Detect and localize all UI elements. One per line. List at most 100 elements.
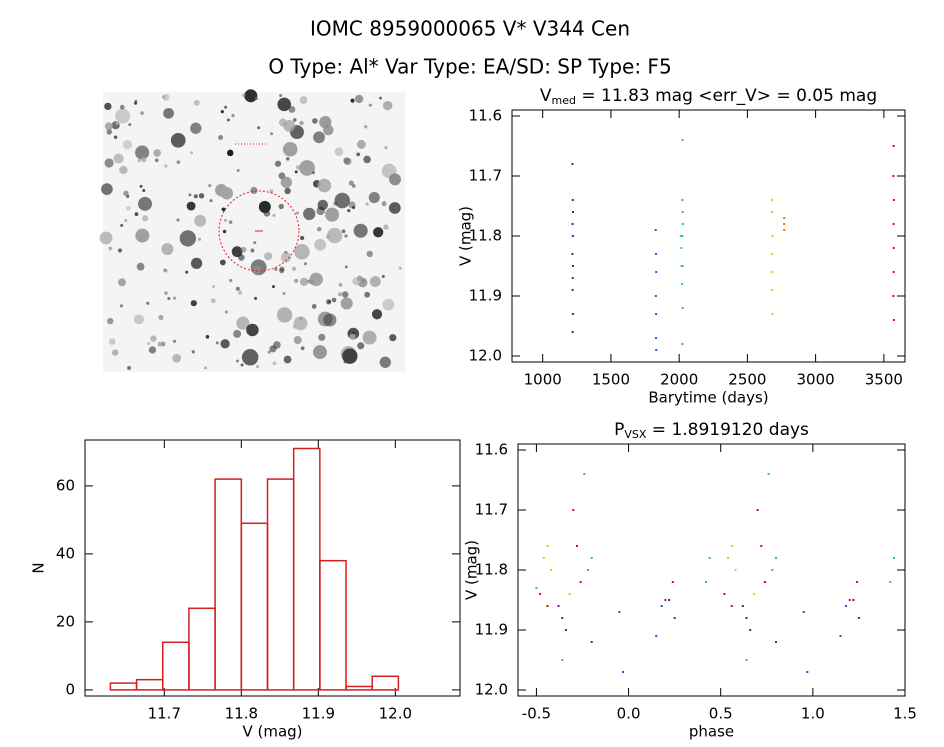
star bbox=[229, 278, 233, 283]
data-point bbox=[892, 271, 895, 273]
data-point bbox=[660, 605, 663, 607]
star bbox=[138, 196, 152, 211]
star bbox=[108, 338, 116, 345]
star bbox=[331, 297, 337, 303]
data-point bbox=[681, 343, 684, 345]
data-point bbox=[771, 313, 774, 315]
star bbox=[319, 116, 332, 129]
data-point bbox=[771, 253, 774, 255]
data-point bbox=[756, 509, 759, 511]
star bbox=[193, 194, 198, 199]
star bbox=[235, 286, 240, 291]
star bbox=[300, 235, 305, 241]
x-tick-label: 2000 bbox=[660, 371, 698, 389]
data-point bbox=[741, 605, 744, 607]
data-point bbox=[571, 253, 574, 255]
star bbox=[139, 184, 143, 188]
data-point bbox=[680, 283, 683, 285]
star bbox=[172, 296, 176, 300]
title-part: V bbox=[540, 86, 552, 106]
star bbox=[270, 132, 274, 136]
star bbox=[356, 152, 361, 157]
chart-title: Vmed = 11.83 mag <err_V> = 0.05 mag bbox=[540, 86, 877, 107]
star bbox=[279, 94, 283, 98]
star bbox=[135, 145, 150, 160]
star bbox=[303, 262, 307, 266]
star bbox=[141, 157, 147, 163]
star bbox=[212, 285, 216, 289]
data-point bbox=[571, 235, 574, 237]
data-point bbox=[852, 599, 855, 601]
star bbox=[231, 246, 243, 258]
star bbox=[204, 366, 208, 370]
data-point bbox=[752, 593, 755, 595]
star bbox=[238, 290, 243, 295]
data-point bbox=[671, 581, 674, 583]
star bbox=[209, 199, 213, 203]
star bbox=[313, 345, 327, 359]
star bbox=[115, 108, 131, 124]
star bbox=[165, 269, 169, 273]
star bbox=[379, 356, 391, 368]
data-point bbox=[892, 223, 895, 225]
star bbox=[295, 211, 299, 215]
data-point bbox=[783, 229, 786, 231]
star bbox=[293, 336, 302, 345]
star bbox=[326, 227, 343, 244]
data-point bbox=[763, 581, 766, 583]
star bbox=[179, 230, 197, 247]
star bbox=[299, 96, 308, 104]
data-point bbox=[734, 569, 737, 571]
star bbox=[205, 335, 210, 339]
data-point bbox=[590, 557, 593, 559]
data-point bbox=[622, 671, 625, 673]
star bbox=[334, 192, 351, 209]
y-tick-label: 11.8 bbox=[469, 227, 502, 245]
star bbox=[347, 209, 351, 213]
data-point bbox=[539, 593, 542, 595]
chart-title: PVSX = 1.8919120 days bbox=[614, 420, 809, 441]
target-circle bbox=[218, 190, 300, 272]
star bbox=[125, 205, 131, 211]
star bbox=[172, 339, 177, 343]
star bbox=[236, 316, 250, 330]
star bbox=[123, 190, 129, 196]
star bbox=[104, 122, 113, 131]
star bbox=[313, 131, 325, 144]
data-point bbox=[654, 337, 657, 339]
star bbox=[371, 309, 383, 320]
data-point bbox=[587, 569, 590, 571]
x-tick-label: 1000 bbox=[524, 371, 562, 389]
star bbox=[316, 226, 322, 232]
histogram-bar bbox=[162, 641, 190, 691]
star bbox=[246, 323, 259, 337]
star bbox=[264, 252, 273, 261]
data-point bbox=[771, 271, 774, 273]
star bbox=[194, 214, 207, 227]
data-point bbox=[618, 611, 621, 613]
star bbox=[164, 291, 168, 295]
star bbox=[368, 103, 372, 107]
y-tick-label: 12.0 bbox=[469, 347, 502, 365]
star bbox=[106, 129, 112, 135]
star bbox=[190, 151, 194, 155]
star bbox=[311, 171, 315, 175]
star bbox=[218, 135, 224, 140]
data-point bbox=[681, 211, 684, 213]
star bbox=[215, 341, 219, 345]
star bbox=[226, 149, 234, 157]
data-point bbox=[857, 617, 860, 619]
star bbox=[124, 219, 128, 223]
star bbox=[373, 227, 384, 238]
y-tick-label: 11.9 bbox=[469, 287, 502, 305]
title-part: = 11.83 mag <err_V> = 0.05 mag bbox=[576, 86, 877, 106]
plot-frame bbox=[517, 443, 906, 697]
star bbox=[250, 248, 255, 253]
star bbox=[133, 314, 144, 325]
x-tick-label: 1500 bbox=[592, 371, 630, 389]
y-axis-label: V (mag) bbox=[457, 206, 475, 266]
data-point bbox=[889, 581, 892, 583]
star bbox=[240, 363, 244, 367]
data-point bbox=[848, 599, 851, 601]
star bbox=[253, 241, 257, 245]
